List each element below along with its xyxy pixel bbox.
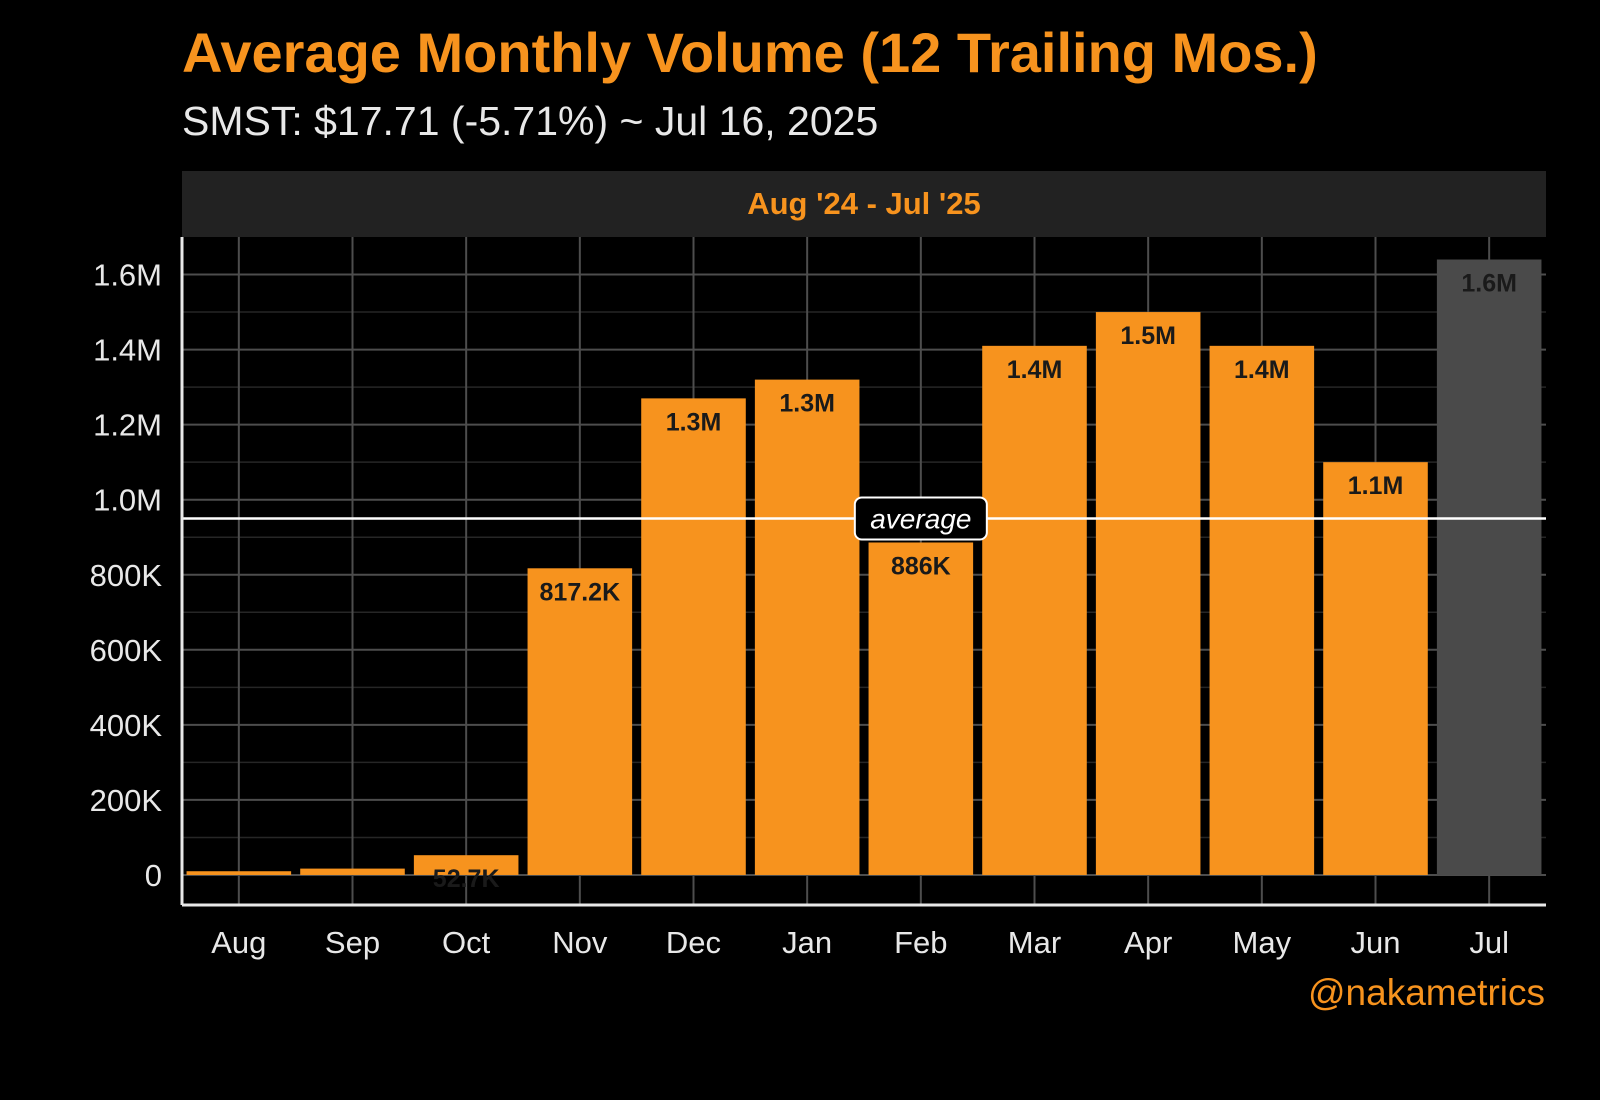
y-tick-label: 400K <box>90 708 163 743</box>
panel-strip: Aug '24 - Jul '25 <box>182 171 1546 237</box>
x-tick-label: Feb <box>894 925 947 960</box>
bar-aug <box>186 871 292 875</box>
panel-label: Aug '24 - Jul '25 <box>747 186 981 221</box>
x-tick-label: Apr <box>1124 925 1172 960</box>
axes <box>180 237 1546 907</box>
bar-nov <box>527 568 633 875</box>
bar-label-may: 1.4M <box>1234 356 1290 384</box>
chart-subtitle: SMST: $17.71 (-5.71%) ~ Jul 16, 2025 <box>182 98 879 144</box>
average-label: average <box>870 503 971 534</box>
bar-value-labels: 52.7K 817.2K 1.3M 1.3M 886K 1.4M 1.5M 1.4M 1.1M 1… <box>433 270 1517 894</box>
y-tick-label: 600K <box>90 633 163 668</box>
bar-label-jul: 1.6M <box>1461 270 1517 298</box>
y-tick-label: 0 <box>145 858 162 893</box>
x-tick-label: May <box>1233 925 1292 960</box>
bar-label-oct: 52.7K <box>433 865 500 893</box>
bar-may <box>1209 345 1315 875</box>
bar-feb <box>868 542 974 875</box>
y-tick-label: 1.0M <box>93 483 162 518</box>
bar-label-jun: 1.1M <box>1348 472 1404 500</box>
average-label-box <box>853 496 988 541</box>
x-tick-label: Mar <box>1008 925 1061 960</box>
average-line-group: average <box>182 496 1546 541</box>
bar-sep <box>300 868 405 875</box>
x-tick-label: Nov <box>552 925 608 960</box>
bar-jul <box>1436 259 1542 875</box>
x-tick-labels: Aug Sep Oct Nov Dec Jan Feb Mar Apr May Jun Jul <box>211 925 1509 960</box>
bar-label-dec: 1.3M <box>666 408 722 436</box>
y-tick-label: 1.2M <box>93 408 162 443</box>
bar-mar <box>982 345 1087 875</box>
bar-label-nov: 817.2K <box>540 578 621 606</box>
bar-jan <box>754 379 860 875</box>
bars <box>186 259 1542 875</box>
chart-title: Average Monthly Volume (12 Trailing Mos.… <box>182 21 1318 84</box>
bar-label-feb: 886K <box>891 552 951 580</box>
credit-handle: @nakametrics <box>1307 972 1545 1013</box>
x-tick-label: Dec <box>666 925 721 960</box>
x-tick-label: Jan <box>782 925 832 960</box>
bar-label-apr: 1.5M <box>1120 322 1176 350</box>
bar-oct <box>413 855 519 875</box>
x-tick-label: Aug <box>211 925 266 960</box>
bar-label-mar: 1.4M <box>1007 356 1063 384</box>
bar-label-jan: 1.3M <box>779 390 835 418</box>
y-tick-label: 1.4M <box>93 333 162 368</box>
y-tick-label: 800K <box>90 558 163 593</box>
y-tick-labels: 0 200K 400K 600K 800K 1.0M 1.2M 1.4M 1.6M <box>90 258 163 893</box>
bar-jun <box>1323 462 1428 875</box>
y-tick-label: 1.6M <box>93 258 162 293</box>
x-tick-label: Sep <box>325 925 380 960</box>
bar-dec <box>641 398 746 875</box>
x-tick-label: Oct <box>442 925 491 960</box>
bar-apr <box>1095 312 1201 875</box>
x-tick-label: Jun <box>1351 925 1401 960</box>
x-tick-label: Jul <box>1469 925 1509 960</box>
y-tick-label: 200K <box>90 783 163 818</box>
